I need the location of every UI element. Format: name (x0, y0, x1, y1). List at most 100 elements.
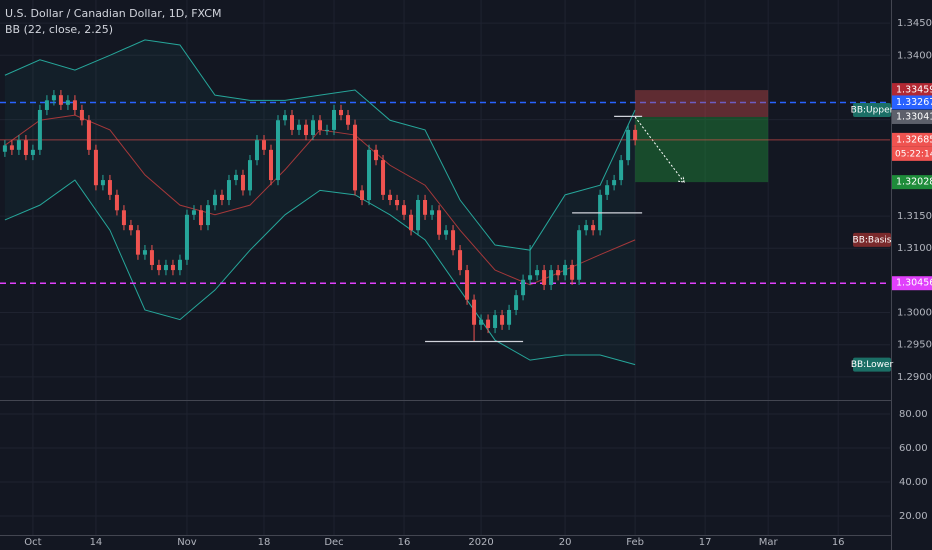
candle-body (44, 100, 49, 110)
arrow-head (678, 176, 685, 183)
candle-body (570, 264, 575, 280)
y-tick-label: 1.29000 (897, 372, 932, 383)
candle-body (563, 264, 568, 276)
candle-body (521, 279, 526, 296)
candle-body (542, 270, 547, 285)
candle-body (311, 120, 316, 136)
candle-body (149, 250, 154, 265)
y-tick-label: 1.34000 (897, 50, 932, 61)
last-price-label-box (892, 132, 932, 147)
candle-body (332, 109, 337, 130)
x-tick-label: 18 (258, 537, 271, 548)
candle-body (360, 190, 365, 200)
x-tick-label: 16 (832, 537, 845, 548)
candle-body (72, 100, 77, 110)
candle-body (107, 180, 112, 195)
candle-body (247, 160, 252, 191)
x-tick-label: Oct (24, 537, 41, 548)
candle-body (444, 230, 449, 235)
candle-body (577, 230, 582, 280)
x-tick-label: Nov (177, 537, 197, 548)
candle-body (205, 205, 210, 226)
candle-body (135, 230, 140, 255)
band-label: BB:Basis (853, 235, 892, 245)
candle-body (402, 205, 407, 215)
grid (0, 0, 890, 535)
entry-price-label: 1.33041 (896, 111, 932, 122)
candle-body (128, 225, 133, 231)
x-tick-label: 16 (398, 537, 411, 548)
entry-price-label-box (892, 109, 932, 124)
candle-body (254, 140, 259, 161)
candle-body (339, 109, 344, 116)
band-label: BB:Upper (851, 105, 894, 115)
candle-body (114, 194, 119, 211)
candle-body (58, 95, 63, 105)
stop-zone (635, 90, 769, 117)
band-label: BB:Lower (851, 360, 894, 370)
stop-price-label-box (892, 83, 932, 98)
candle-body (51, 95, 56, 101)
indicator-legend: BB (22, close, 2.25) (5, 23, 113, 36)
candle-body (409, 214, 414, 231)
candle-body (612, 180, 617, 186)
candle-body (479, 319, 484, 325)
candle-body (472, 299, 477, 325)
candle-body (282, 115, 287, 121)
candle-body (79, 109, 84, 121)
x-tick-label: 14 (90, 537, 103, 548)
target-price-label-box (892, 175, 932, 190)
candle-body (93, 149, 98, 186)
y2-tick-label: 60.00 (899, 443, 928, 454)
band-label-box (853, 102, 891, 117)
candle-body (9, 145, 14, 150)
candle-body (156, 264, 161, 271)
countdown: 05:22:14 (895, 149, 932, 159)
candle-body (507, 309, 512, 325)
candle-body (30, 149, 35, 155)
candle-body (275, 120, 280, 181)
candle-body (219, 194, 224, 200)
band-label-box (853, 232, 891, 247)
y-tick-label: 1.34500 (897, 18, 932, 29)
candle-body (500, 315, 505, 325)
candle-body (212, 194, 217, 206)
candle-body (121, 210, 126, 226)
candle-body (191, 210, 196, 215)
candle-body (177, 259, 182, 271)
candle-body (374, 149, 379, 161)
last-price-label: 1.32685 (896, 134, 932, 145)
candle-body (416, 200, 421, 231)
plot (0, 39, 890, 366)
candle-body (591, 225, 596, 231)
candle-body (65, 100, 70, 105)
candle-body (465, 270, 470, 300)
candle-body (353, 124, 358, 191)
candle-body (23, 140, 28, 155)
x-tick-label: Feb (626, 537, 644, 548)
target-zone (635, 116, 769, 183)
candle-body (226, 180, 231, 200)
candle-body (430, 210, 435, 215)
candle-body (626, 129, 631, 161)
axes: 1.345001.340001.330001.315001.310001.300… (24, 18, 932, 548)
band-label-box (853, 357, 891, 372)
y-tick-label: 1.29500 (897, 340, 932, 351)
projection-arrow (634, 116, 685, 183)
candle-body (633, 129, 638, 141)
candle-body (514, 295, 519, 310)
candle-body (528, 275, 533, 280)
line-price-label: 1.33267 (896, 97, 932, 108)
y2-tick-label: 40.00 (899, 477, 928, 488)
candle-body (395, 200, 400, 206)
countdown-box (892, 146, 932, 161)
candle-body (451, 230, 456, 251)
candle-body (549, 270, 554, 285)
candle-body (388, 194, 393, 200)
x-tick-label: 2020 (468, 537, 493, 548)
candle-body (163, 264, 168, 271)
x-tick-label: Dec (324, 537, 343, 548)
line-price-label-box (892, 95, 932, 110)
candle-body (233, 174, 238, 181)
